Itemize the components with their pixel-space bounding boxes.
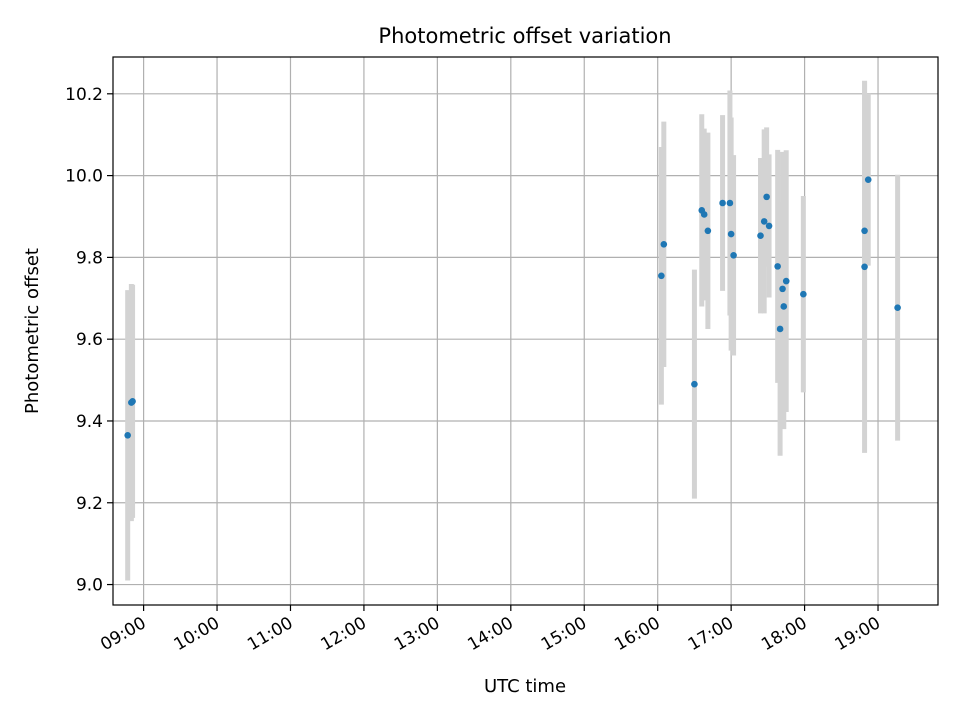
y-axis: 9.0 9.2 9.4 9.6 9.8 10.0 10.2 [65,85,113,596]
data-point [861,227,868,235]
data-point [894,304,901,311]
data-point [129,398,136,405]
data-point [660,241,668,248]
y-tick-label: 9.6 [76,330,103,350]
y-tick-label: 10.0 [65,167,103,187]
x-axis-label: UTC time [484,676,566,697]
y-tick-label: 9.8 [76,248,103,268]
y-tick-label: 9.4 [76,412,103,432]
data-point [760,218,768,225]
data-point [124,431,131,439]
data-point [763,193,770,201]
data-point [719,199,726,207]
y-tick-label: 10.2 [65,85,103,105]
data-points [124,176,901,439]
y-axis-label: Photometric offset [22,248,43,414]
data-point [782,277,790,285]
data-point [776,325,784,333]
data-point [658,272,665,280]
data-point [704,227,712,235]
plot-frame [112,56,939,606]
y-tick-label: 9.0 [76,576,103,596]
data-point [779,285,786,293]
data-point [700,211,708,218]
data-point [765,222,773,230]
data-point [861,263,868,271]
data-point [691,380,698,388]
data-point [727,230,735,238]
data-point [757,232,764,240]
data-point [864,176,872,183]
chart-title: Photometric offset variation [378,24,671,48]
data-point [730,252,737,259]
data-point [780,303,788,310]
data-point [726,199,734,207]
y-tick-label: 9.2 [76,494,103,514]
data-point [774,263,781,270]
data-point [800,290,807,298]
